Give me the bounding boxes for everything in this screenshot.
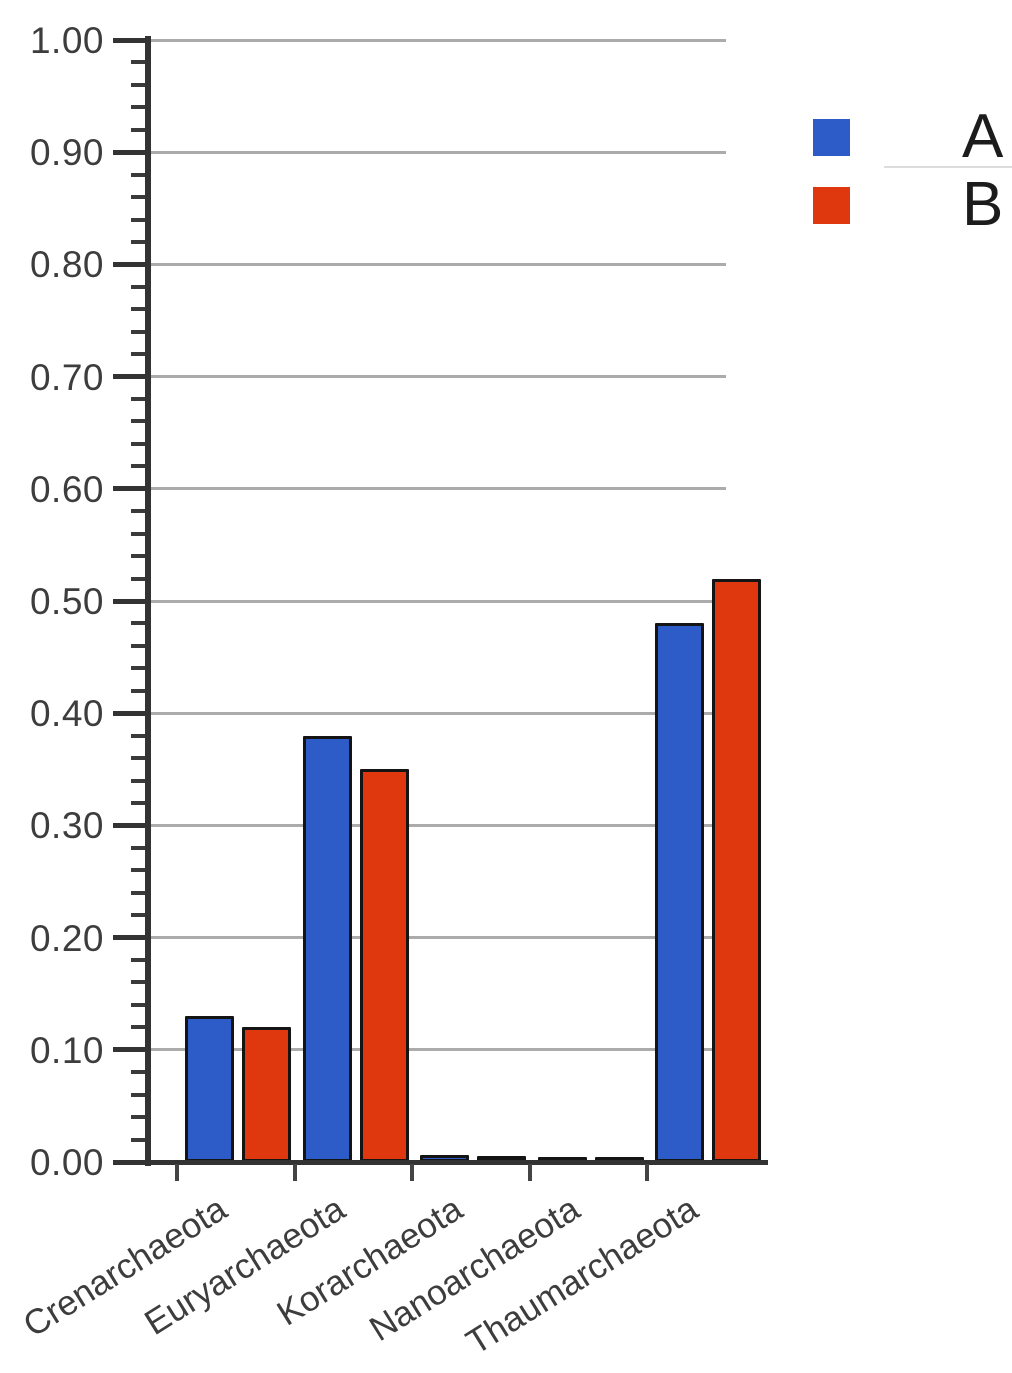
- y-axis-tick-label: 0.30: [29, 805, 104, 847]
- y-axis-minor-tick: [131, 1092, 148, 1097]
- y-axis-major-tick: [113, 710, 150, 716]
- y-axis-line: [145, 36, 151, 1166]
- x-axis-line: [113, 1160, 768, 1165]
- y-axis-minor-tick: [131, 778, 148, 783]
- bar-crenarchaeota-a: [185, 1016, 234, 1162]
- y-axis-major-tick: [113, 486, 150, 492]
- y-axis-minor-tick: [131, 217, 148, 222]
- y-axis-major-tick: [113, 822, 150, 828]
- bar-thaumarchaeota-a: [655, 623, 705, 1162]
- legend-divider: [884, 166, 1012, 168]
- gridline: [150, 375, 726, 379]
- y-axis-minor-tick: [131, 105, 148, 110]
- bar-euryarchaeota-a: [302, 735, 352, 1162]
- bar-crenarchaeota-b: [242, 1027, 291, 1162]
- y-axis-minor-tick: [131, 576, 148, 581]
- legend-swatch-a-icon: [813, 118, 850, 156]
- y-axis-major-tick: [113, 374, 150, 380]
- x-axis-tick: [645, 1164, 650, 1181]
- y-axis-tick-label: 1.00: [29, 20, 104, 61]
- x-axis-tick: [527, 1164, 532, 1181]
- legend: A B: [0, 0, 1012, 260]
- gridline: [150, 823, 726, 827]
- y-axis-major-tick: [113, 1047, 150, 1053]
- x-axis-category-label: Euryarchaeota: [137, 1189, 352, 1343]
- y-axis-minor-tick: [131, 868, 148, 873]
- y-axis-minor-tick: [131, 307, 148, 312]
- x-axis-tick: [410, 1164, 415, 1181]
- gridline: [150, 38, 726, 42]
- y-axis-minor-tick: [131, 666, 148, 671]
- gridline: [150, 150, 726, 154]
- x-axis-tick: [292, 1164, 297, 1181]
- bar-thaumarchaeota-b: [712, 578, 762, 1162]
- y-axis-major-tick: [113, 37, 150, 43]
- y-axis-tick-label: 0.40: [29, 693, 104, 735]
- y-axis-tick-label: 0.20: [29, 917, 104, 959]
- y-axis-minor-tick: [131, 1115, 148, 1120]
- y-axis-minor-tick: [131, 621, 148, 626]
- y-axis-tick-label: 0.70: [29, 356, 104, 398]
- legend-swatch-b-icon: [813, 186, 850, 224]
- y-axis-tick-label: 0.90: [29, 132, 104, 174]
- y-axis-minor-tick: [131, 397, 148, 402]
- gridline: [150, 711, 726, 715]
- y-axis-minor-tick: [131, 239, 148, 244]
- y-axis-minor-tick: [131, 441, 148, 446]
- y-axis-minor-tick: [131, 688, 148, 693]
- gridline: [150, 936, 726, 940]
- y-axis-minor-tick: [131, 172, 148, 177]
- bar-euryarchaeota-b: [359, 769, 409, 1162]
- gridline: [150, 599, 726, 603]
- y-axis-tick-label: 0.00: [29, 1142, 104, 1183]
- y-axis-major-tick: [113, 598, 150, 604]
- y-axis-minor-tick: [131, 352, 148, 357]
- y-axis-minor-tick: [131, 1137, 148, 1142]
- y-axis-minor-tick: [131, 980, 148, 985]
- y-axis-minor-tick: [131, 127, 148, 132]
- y-axis-tick-label: 0.10: [29, 1029, 104, 1071]
- y-axis-minor-tick: [131, 531, 148, 536]
- y-axis-major-tick: [113, 261, 150, 267]
- y-axis-minor-tick: [131, 195, 148, 200]
- y-axis-tick-label: 0.50: [29, 581, 104, 622]
- y-axis-major-tick: [113, 149, 150, 155]
- y-axis-major-tick: [113, 935, 150, 941]
- gridline: [150, 262, 726, 266]
- y-axis-minor-tick: [131, 329, 148, 334]
- y-axis-minor-tick: [131, 284, 148, 289]
- y-axis-tick-label: 0.60: [29, 468, 104, 510]
- y-axis-minor-tick: [131, 82, 148, 87]
- legend-label-a: A: [962, 102, 1004, 171]
- y-axis-minor-tick: [131, 464, 148, 469]
- x-axis-tick: [175, 1164, 179, 1181]
- y-axis-minor-tick: [131, 756, 148, 761]
- y-axis-minor-tick: [131, 958, 148, 963]
- legend-label-b: B: [962, 170, 1004, 239]
- y-axis-minor-tick: [131, 800, 148, 805]
- y-axis-minor-tick: [131, 1002, 148, 1007]
- y-axis-minor-tick: [131, 509, 148, 514]
- y-axis-minor-tick: [131, 733, 148, 738]
- legend-item-b: B: [813, 173, 1003, 237]
- y-axis-minor-tick: [131, 890, 148, 895]
- y-axis-tick-label: 0.80: [29, 244, 104, 286]
- y-axis-minor-tick: [131, 60, 148, 65]
- y-axis-minor-tick: [131, 1070, 148, 1075]
- gridline: [150, 487, 726, 491]
- y-axis-minor-tick: [131, 845, 148, 850]
- y-axis-minor-tick: [131, 1025, 148, 1030]
- legend-item-a: A: [813, 105, 1003, 169]
- gridline: [150, 1048, 726, 1052]
- y-axis-minor-tick: [131, 913, 148, 918]
- y-axis-minor-tick: [131, 643, 148, 648]
- y-axis-minor-tick: [131, 554, 148, 559]
- y-axis-minor-tick: [131, 419, 148, 424]
